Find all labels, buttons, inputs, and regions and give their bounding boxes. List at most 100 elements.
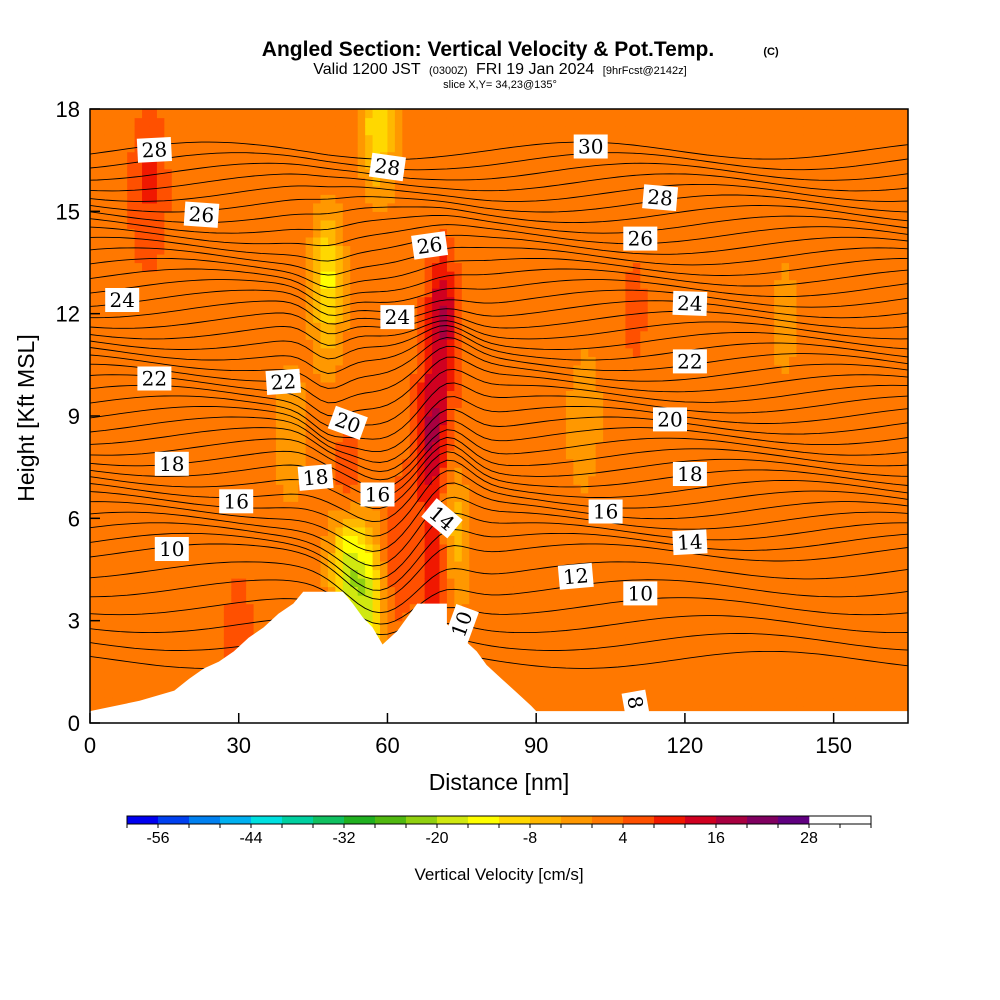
- field-cell: [268, 492, 277, 502]
- field-cell: [149, 322, 158, 332]
- field-cell: [127, 168, 136, 178]
- field-cell: [171, 475, 180, 485]
- field-cell: [513, 322, 522, 332]
- field-cell: [97, 484, 106, 494]
- field-cell: [394, 552, 403, 562]
- field-cell: [208, 509, 218, 519]
- field-cell: [573, 177, 582, 187]
- field-cell: [476, 569, 485, 579]
- field-cell: [112, 330, 121, 340]
- field-cell: [588, 407, 597, 417]
- field-cell: [313, 381, 322, 392]
- field-cell: [476, 441, 485, 451]
- field-cell: [476, 433, 485, 443]
- field-cell: [409, 279, 418, 289]
- field-cell: [238, 373, 247, 383]
- field-cell: [484, 612, 493, 622]
- field-cell: [476, 407, 485, 417]
- field-cell: [186, 492, 195, 502]
- field-cell: [223, 339, 232, 349]
- field-cell: [246, 364, 255, 374]
- field-cell: [603, 680, 612, 690]
- field-cell: [186, 236, 195, 247]
- field-cell: [298, 253, 307, 264]
- field-cell: [134, 680, 143, 690]
- field-cell: [231, 475, 240, 485]
- field-cell: [142, 671, 151, 681]
- field-cell: [506, 211, 515, 221]
- field-cell: [506, 475, 515, 485]
- field-cell: [268, 526, 277, 536]
- field-cell: [261, 381, 270, 392]
- field-cell: [372, 364, 381, 374]
- field-cell: [90, 543, 99, 554]
- field-cell: [142, 569, 151, 579]
- field-cell: [275, 271, 284, 281]
- field-cell: [417, 492, 426, 502]
- field-cell: [253, 117, 262, 127]
- field-cell: [350, 245, 359, 255]
- field-cell: [580, 654, 589, 664]
- field-cell: [558, 211, 567, 221]
- field-cell: [208, 535, 218, 545]
- field-cell: [461, 271, 470, 281]
- field-cell: [142, 313, 151, 323]
- field-cell: [97, 424, 106, 434]
- field-cell: [595, 279, 604, 289]
- field-cell: [469, 279, 478, 289]
- field-cell: [380, 356, 389, 366]
- field-cell: [558, 484, 567, 494]
- field-cell: [305, 458, 314, 468]
- field-cell: [179, 168, 188, 178]
- field-cell: [283, 151, 292, 161]
- field-cell: [506, 236, 515, 247]
- field-cell: [394, 441, 403, 451]
- field-cell: [536, 390, 545, 400]
- field-cell: [112, 569, 121, 579]
- field-cell: [142, 654, 151, 664]
- field-cell: [156, 424, 165, 434]
- field-cell: [543, 330, 552, 340]
- field-cell: [357, 177, 366, 187]
- field-cell: [194, 654, 203, 664]
- field-cell: [142, 126, 151, 136]
- field-cell: [320, 484, 329, 494]
- field-cell: [298, 416, 307, 426]
- field-cell: [595, 126, 604, 136]
- field-cell: [156, 578, 165, 588]
- field-cell: [231, 467, 240, 477]
- field-cell: [513, 313, 522, 323]
- field-cell: [119, 117, 128, 127]
- field-cell: [149, 484, 158, 494]
- field-cell: [238, 560, 247, 571]
- field-cell: [119, 339, 128, 349]
- field-cell: [119, 143, 128, 153]
- field-cell: [283, 407, 292, 417]
- field-cell: [290, 177, 299, 187]
- field-cell: [127, 441, 136, 451]
- field-cell: [156, 313, 165, 323]
- field-cell: [558, 552, 567, 562]
- field-cell: [469, 211, 478, 221]
- field-cell: [409, 398, 418, 409]
- field-cell: [476, 381, 485, 392]
- field-cell: [402, 467, 411, 477]
- field-cell: [469, 262, 478, 272]
- field-cell: [119, 126, 128, 136]
- field-cell: [409, 271, 418, 281]
- field-cell: [402, 407, 411, 417]
- field-cell: [253, 586, 262, 596]
- field-cell: [156, 262, 165, 272]
- field-cell: [499, 569, 508, 579]
- field-cell: [558, 535, 567, 545]
- field-cell: [551, 271, 560, 281]
- field-cell: [208, 595, 218, 605]
- field-cell: [156, 612, 165, 622]
- field-cell: [536, 398, 545, 409]
- field-cell: [469, 450, 478, 460]
- field-cell: [90, 603, 99, 613]
- field-cell: [216, 305, 225, 315]
- field-cell: [119, 356, 128, 366]
- field-cell: [290, 552, 299, 562]
- field-cell: [134, 501, 143, 511]
